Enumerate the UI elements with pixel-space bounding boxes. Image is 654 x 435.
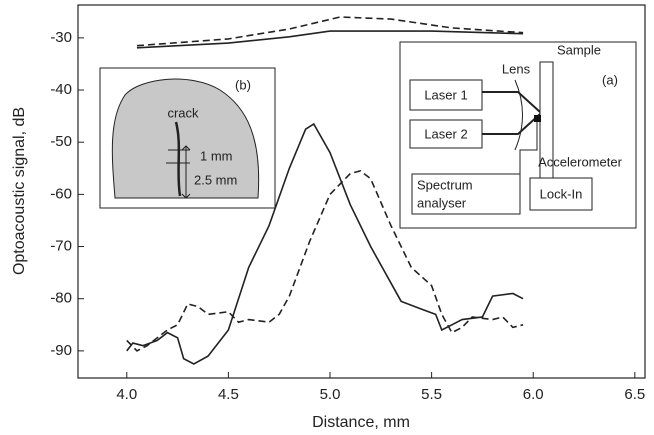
inset-tag: (a) xyxy=(602,72,618,87)
laser-label: Laser 1 xyxy=(424,87,467,102)
data-line xyxy=(136,16,524,47)
lens xyxy=(514,79,523,151)
analyser-label: Spectrum xyxy=(417,177,473,192)
data-line xyxy=(126,170,524,352)
x-tick-label: 4.5 xyxy=(218,386,239,403)
depth-label: 2.5 mm xyxy=(194,172,237,187)
y-tick-label: -50 xyxy=(50,133,72,150)
plot-frame xyxy=(77,4,646,379)
lock-in-box xyxy=(529,177,593,211)
dimension-marks xyxy=(166,145,191,199)
y-tick-label: -30 xyxy=(50,29,72,46)
x-tick-label: 4.0 xyxy=(116,386,137,403)
data-line xyxy=(126,122,524,365)
gap-label: 1 mm xyxy=(200,148,233,163)
inset-b: (b) crack 1 mm 2.5 mm xyxy=(99,67,276,209)
laser-label: Laser 2 xyxy=(424,126,467,141)
crack-label: crack xyxy=(167,105,199,120)
specimen xyxy=(111,78,260,199)
y-tick-label: -90 xyxy=(50,342,72,359)
sample-label: Sample xyxy=(557,42,601,57)
y-tick-label: -40 xyxy=(50,81,72,98)
accelerometer-label: Accelerometer xyxy=(538,154,622,169)
crack-line xyxy=(174,121,182,197)
inset-tag: (b) xyxy=(235,77,251,92)
lens-label: Lens xyxy=(502,61,531,76)
data-line xyxy=(136,30,524,49)
analyser-label: analyser xyxy=(417,195,467,210)
inset-a: Laser 1 Laser 2 Lens Sample (a) Accelero… xyxy=(399,41,637,229)
wire xyxy=(519,122,538,178)
accelerometer xyxy=(534,115,541,122)
beam xyxy=(482,91,541,135)
y-axis-label: Optoacoustic signal, dB xyxy=(11,107,28,275)
x-tick-label: 5.0 xyxy=(320,386,341,403)
laser-box xyxy=(409,79,483,111)
y-tick-label: -80 xyxy=(50,290,72,307)
x-tick-label: 6.5 xyxy=(624,386,645,403)
y-tick-label: -70 xyxy=(50,238,72,255)
analyser-box xyxy=(411,173,521,215)
lock-in-label: Lock-In xyxy=(540,186,583,201)
x-axis-label: Distance, mm xyxy=(312,414,410,431)
x-tick-label: 6.0 xyxy=(523,386,544,403)
y-tick-label: -60 xyxy=(50,185,72,202)
x-tick-label: 5.5 xyxy=(421,386,442,403)
